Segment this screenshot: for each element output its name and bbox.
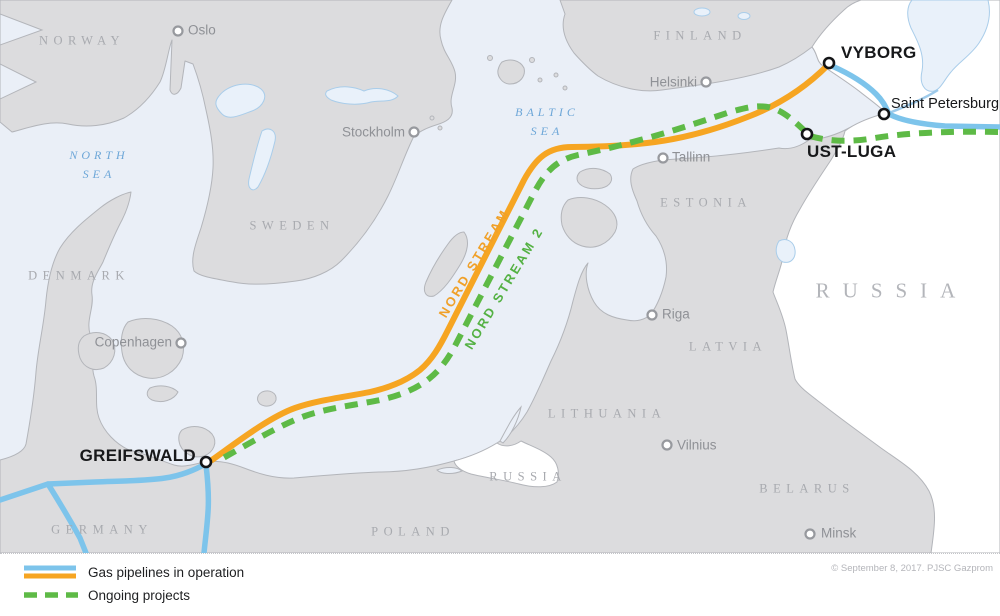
lake-finland (737, 12, 751, 20)
islet (437, 125, 443, 131)
land-scandinavia (0, 0, 457, 285)
terminal-label-vyborg: VYBORG (841, 43, 917, 62)
sea-label-line: BALTIC (515, 104, 579, 119)
city-label-riga: Riga (662, 306, 690, 322)
map-footer-divider (0, 553, 1000, 554)
sea-label-line: SEA (530, 124, 564, 138)
city-label-oslo: Oslo (188, 22, 216, 38)
island-funen (77, 332, 116, 371)
country-label-finland: FINLAND (653, 28, 747, 43)
island-aland (497, 59, 525, 85)
sea-label-line: SEA (82, 167, 116, 181)
baltic-map (0, 0, 1000, 553)
sea-label-baltic-sea: BALTIC SEA (515, 103, 579, 141)
pipelines-green (216, 103, 1000, 464)
city-label-minsk: Minsk (821, 525, 857, 541)
legend-item-ongoing: Ongoing projects (22, 587, 244, 603)
vistula-lagoon (436, 467, 463, 474)
lake-peipus (775, 239, 796, 263)
pipeline-germany-southwest (45, 481, 89, 553)
island-falster (146, 385, 179, 403)
city-label-stockholm: Stockholm (341, 124, 405, 140)
terminal-marker-ust-luga (800, 127, 814, 141)
fjord-notch (0, 13, 44, 46)
pipeline-vyborg-stpetersburg (829, 63, 1000, 130)
terminal-marker-vyborg (822, 56, 836, 70)
city-marker-minsk (804, 528, 816, 540)
terminal-label-greifswald: GREIFSWALD (79, 446, 196, 465)
country-label-lithuania: LITHUANIA (547, 406, 667, 421)
islet (529, 57, 535, 63)
legend-label-operating: Gas pipelines in operation (88, 564, 245, 580)
city-label-copenhagen: Copenhagen (94, 334, 172, 350)
island-hiiumaa (576, 167, 613, 190)
island-ruegen (178, 426, 216, 458)
country-label-sweden: SWEDEN (249, 218, 335, 233)
legend-swatch-operating (24, 565, 76, 579)
legend-item-operating: Gas pipelines in operation (22, 564, 244, 580)
fjord-notch (0, 63, 38, 100)
city-label-vilnius: Vilnius (677, 437, 717, 453)
islet (487, 55, 493, 61)
city-label-tallinn: Tallinn (672, 149, 711, 165)
sea-label-north-sea: NORTH SEA (69, 146, 128, 184)
islet (562, 85, 568, 91)
terminal-label-ust-luga: UST-LUGA (807, 142, 897, 161)
pipeline-germany-west (0, 461, 208, 503)
city-markers (172, 25, 816, 540)
land-russia (772, 0, 1000, 553)
island-gotland (423, 231, 468, 297)
curonian-lagoon (499, 405, 522, 444)
legend: Gas pipelines in operation Ongoing proje… (22, 564, 244, 610)
islet (553, 72, 559, 78)
lake-malaren (325, 86, 399, 105)
terminal-marker-saint-petersburg (877, 107, 891, 121)
pipelines-blue (0, 63, 1000, 553)
pipeline-ust-luga-east (809, 128, 1000, 144)
city-label-saint-petersburg: Saint Petersburg (891, 96, 1000, 112)
country-label-latvia: LATVIA (688, 339, 768, 354)
neva-river (888, 88, 939, 115)
legend-swatch-ongoing (24, 592, 78, 598)
sea-label-line: NORTH (69, 147, 129, 162)
city-marker-copenhagen (175, 337, 187, 349)
country-label-belarus: BELARUS (759, 481, 855, 496)
lake-vanern (215, 83, 266, 118)
country-label-russia-kaliningrad: RUSSIA (489, 469, 567, 484)
city-marker-riga (646, 309, 658, 321)
terminal-marker-greifswald (199, 455, 213, 469)
city-marker-stockholm (408, 126, 420, 138)
island-saaremaa (560, 197, 618, 248)
city-marker-vilnius (661, 439, 673, 451)
city-marker-oslo (172, 25, 184, 37)
country-label-estonia: ESTONIA (660, 195, 752, 210)
islands (77, 55, 618, 458)
legend-label-ongoing: Ongoing projects (88, 587, 191, 603)
island-bornholm (257, 390, 277, 407)
land-kaliningrad (453, 440, 559, 488)
city-marker-helsinki (700, 76, 712, 88)
lake-vattern (248, 128, 276, 191)
city-label-helsinki: Helsinki (649, 74, 697, 90)
copyright-note: © September 8, 2017. PJSC Gazprom (831, 563, 993, 574)
city-marker-tallinn (657, 152, 669, 164)
island-zealand (120, 318, 185, 379)
islet (429, 115, 435, 121)
country-label-norway: NORWAY (38, 33, 126, 48)
islet (537, 77, 543, 83)
country-label-russia: RUSSIA (815, 278, 969, 303)
lakes (215, 0, 990, 263)
pipeline-nord-stream-2 (216, 103, 809, 464)
terminal-markers (199, 56, 891, 469)
pipeline-germany-south (201, 462, 212, 553)
country-label-germany: GERMANY (51, 522, 153, 537)
lake-finland (693, 7, 711, 17)
country-label-denmark: DENMARK (28, 268, 130, 283)
country-label-poland: POLAND (371, 524, 455, 539)
pipeline-nord-stream (209, 62, 831, 463)
